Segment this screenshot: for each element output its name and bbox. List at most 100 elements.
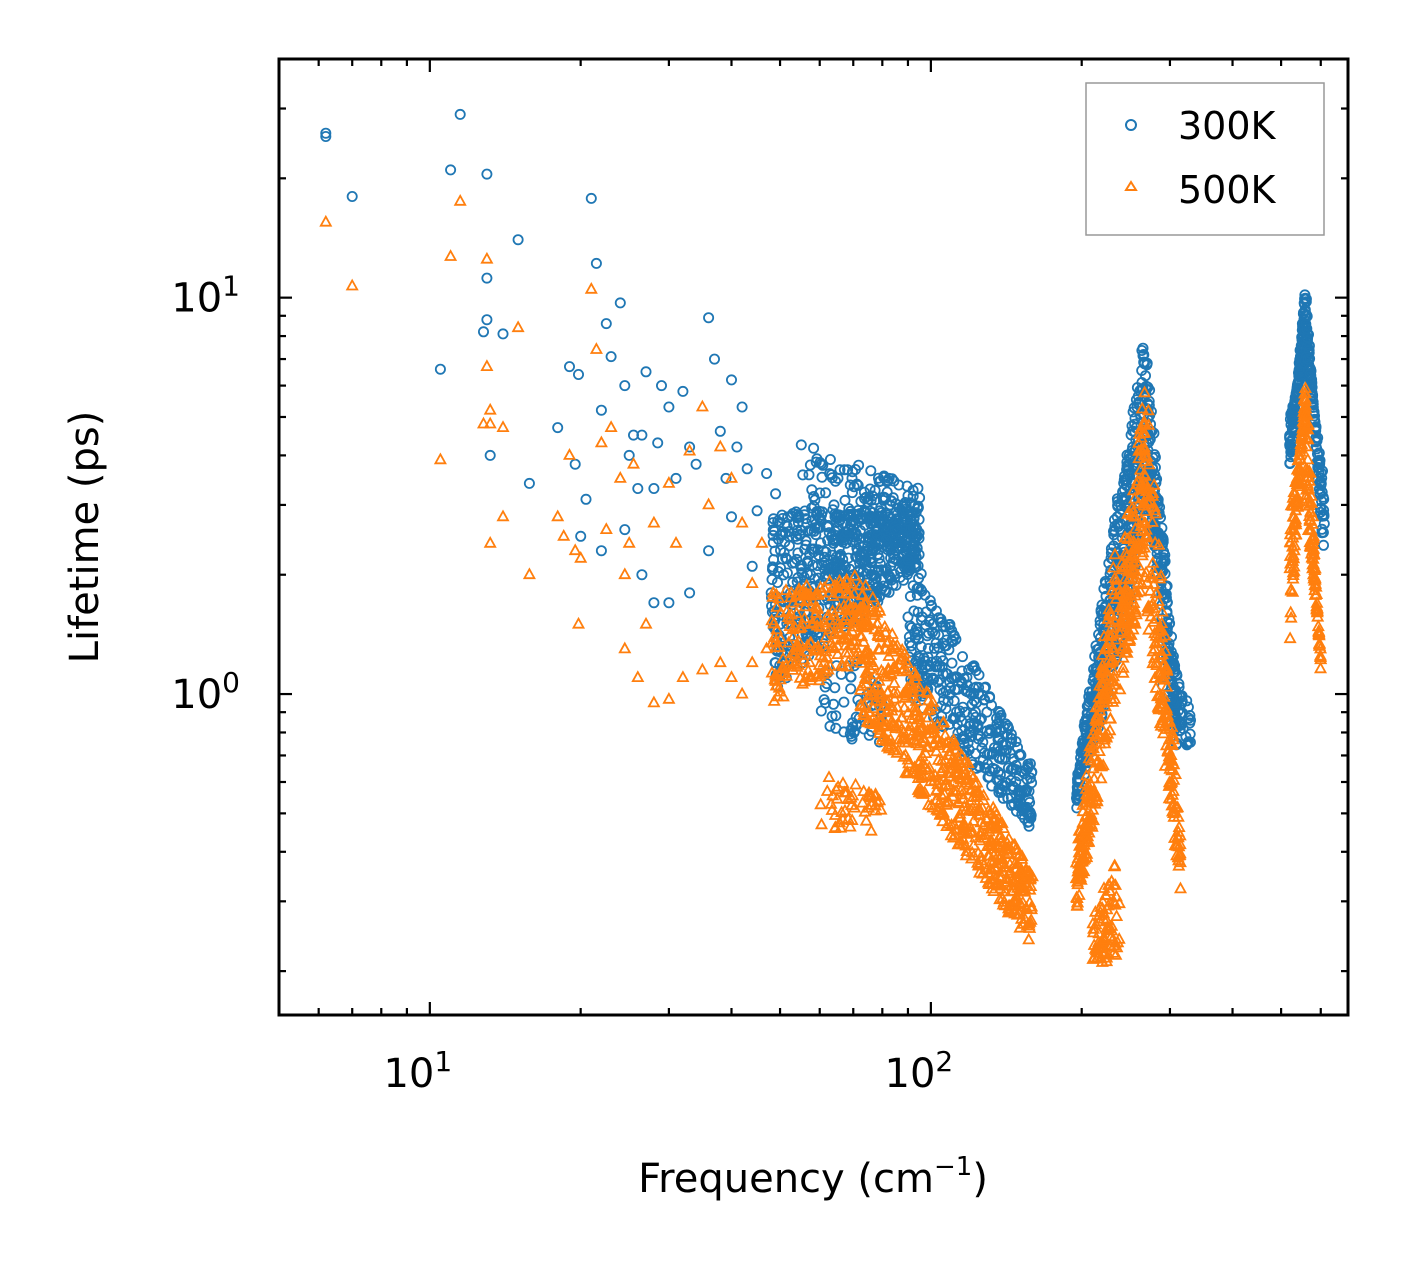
point-500k	[785, 654, 799, 667]
point-500k	[910, 736, 924, 749]
point-500k	[881, 702, 895, 715]
point-500k	[345, 278, 359, 291]
point-500k	[1076, 798, 1090, 810]
point-500k	[1301, 478, 1315, 491]
point-500k	[626, 456, 641, 469]
point-500k	[988, 803, 1002, 816]
point-500k	[896, 686, 910, 699]
point-500k	[873, 604, 887, 616]
point-500k	[950, 784, 964, 797]
point-300k	[933, 642, 945, 654]
point-300k	[786, 510, 798, 522]
point-500k	[814, 817, 829, 830]
point-300k	[512, 234, 524, 246]
point-500k	[977, 817, 991, 830]
point-500k	[1141, 495, 1155, 507]
point-300k	[823, 570, 835, 582]
point-500k	[783, 619, 797, 631]
point-300k	[1316, 486, 1328, 498]
point-500k	[1173, 881, 1188, 894]
point-500k	[1301, 417, 1315, 430]
point-300k	[922, 673, 934, 685]
point-500k	[1079, 810, 1093, 822]
point-500k	[1126, 505, 1140, 518]
point-500k	[480, 359, 494, 372]
point-500k	[772, 680, 786, 693]
point-500k	[1011, 843, 1025, 856]
point-500k	[618, 567, 632, 580]
point-500k	[1298, 381, 1312, 394]
point-500k	[683, 443, 697, 456]
point-500k	[1024, 902, 1039, 915]
point-500k	[1119, 545, 1133, 558]
point-500k	[1157, 671, 1171, 684]
point-300k	[1302, 327, 1314, 339]
point-300k	[936, 616, 948, 628]
point-300k	[1012, 795, 1024, 807]
point-500k	[830, 638, 844, 651]
point-500k	[912, 679, 926, 692]
point-300k	[930, 605, 942, 617]
point-300k	[889, 524, 901, 536]
point-300k	[623, 449, 635, 461]
point-500k	[874, 802, 888, 815]
point-500k	[914, 715, 928, 728]
point-500k	[1097, 663, 1111, 676]
point-500k	[877, 699, 891, 711]
point-500k	[843, 819, 857, 832]
point-500k	[745, 576, 759, 588]
point-500k	[948, 827, 962, 840]
point-500k	[1086, 761, 1100, 774]
point-300k	[1077, 734, 1089, 746]
point-500k	[1283, 527, 1297, 540]
point-300k	[564, 361, 576, 373]
point-300k	[768, 615, 780, 627]
point-300k	[1100, 577, 1112, 589]
point-500k	[1160, 703, 1174, 716]
point-500k	[647, 515, 661, 528]
point-500k	[1299, 498, 1313, 511]
point-500k	[1310, 596, 1324, 608]
point-500k	[1101, 612, 1115, 624]
point-300k	[1010, 764, 1022, 776]
point-500k	[1132, 451, 1146, 464]
point-500k	[831, 616, 845, 629]
point-500k	[1106, 894, 1120, 906]
point-500k	[1146, 596, 1160, 609]
point-500k	[1070, 895, 1085, 908]
point-300k	[973, 669, 985, 681]
point-500k	[980, 811, 994, 823]
point-300k	[923, 627, 935, 639]
point-500k	[895, 649, 909, 662]
point-500k	[784, 585, 798, 598]
point-300k	[632, 482, 644, 494]
point-300k	[648, 597, 660, 609]
point-500k	[820, 784, 834, 796]
point-300k	[767, 537, 779, 549]
point-500k	[835, 805, 849, 817]
point-500k	[1149, 681, 1163, 693]
point-500k	[955, 748, 969, 761]
point-500k	[780, 604, 794, 617]
point-500k	[891, 743, 905, 756]
point-300k	[829, 682, 841, 694]
point-500k	[921, 693, 935, 706]
point-300k	[986, 780, 998, 792]
point-300k	[761, 467, 773, 479]
point-300k	[1022, 762, 1034, 774]
point-500k	[905, 685, 919, 698]
point-300k	[1137, 342, 1149, 354]
point-500k	[918, 734, 932, 747]
point-500k	[861, 643, 875, 656]
point-500k	[1149, 506, 1163, 519]
point-300k	[1154, 537, 1166, 549]
point-500k	[1302, 464, 1316, 477]
point-300k	[850, 463, 862, 475]
point-300k	[968, 662, 980, 674]
point-300k	[595, 404, 607, 416]
point-300k	[766, 574, 778, 586]
point-300k	[960, 685, 972, 697]
point-500k	[998, 898, 1012, 911]
point-500k	[819, 664, 833, 677]
point-500k	[1290, 477, 1304, 490]
